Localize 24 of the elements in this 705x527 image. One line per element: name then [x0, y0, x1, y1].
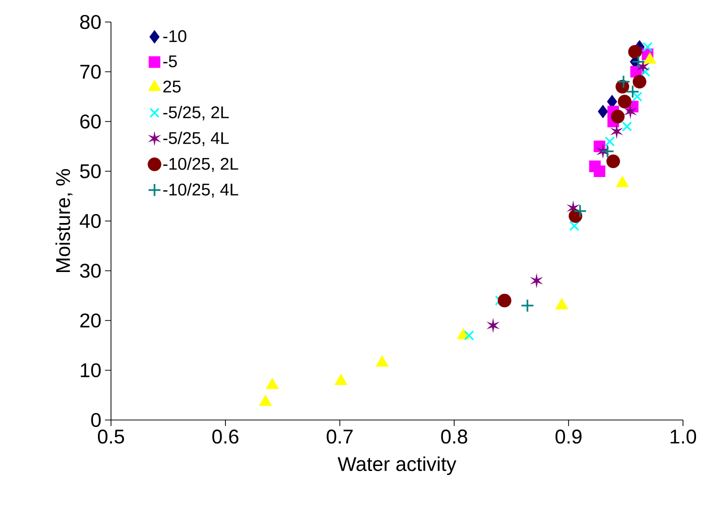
legend-label: 25: [163, 80, 181, 93]
y-tick-label: 80: [80, 14, 101, 30]
y-tick-label: 50: [80, 164, 101, 178]
x-tick-label: 0.9: [556, 430, 582, 444]
legend-label: -5/25, 4L: [163, 132, 229, 146]
y-tick-label: 0: [91, 412, 101, 428]
y-tick-label: 60: [80, 114, 101, 129]
x-tick-label: 0.5: [98, 430, 124, 444]
x-tick-label: 0.8: [441, 430, 468, 444]
x-tick-label: 0.6: [212, 430, 238, 444]
y-axis-title: Moisture, %: [55, 169, 72, 272]
legend-label: -5/25, 2L: [163, 106, 229, 120]
legend-label: -10/25, 2L: [163, 157, 238, 172]
y-tick-label: 70: [80, 64, 101, 79]
x-tick-label: 0.7: [326, 430, 353, 444]
x-tick-label: 1.0: [670, 430, 696, 444]
legend-label: -10/25, 4L: [163, 183, 238, 198]
x-axis-title: Water activity: [338, 456, 456, 476]
y-tick-label: 40: [80, 214, 101, 228]
y-tick-label: 20: [80, 313, 101, 328]
legend-label: -5: [163, 55, 177, 68]
y-tick-label: 10: [80, 363, 101, 378]
y-tick-label: 30: [80, 264, 101, 278]
legend-label: -10: [163, 30, 186, 42]
